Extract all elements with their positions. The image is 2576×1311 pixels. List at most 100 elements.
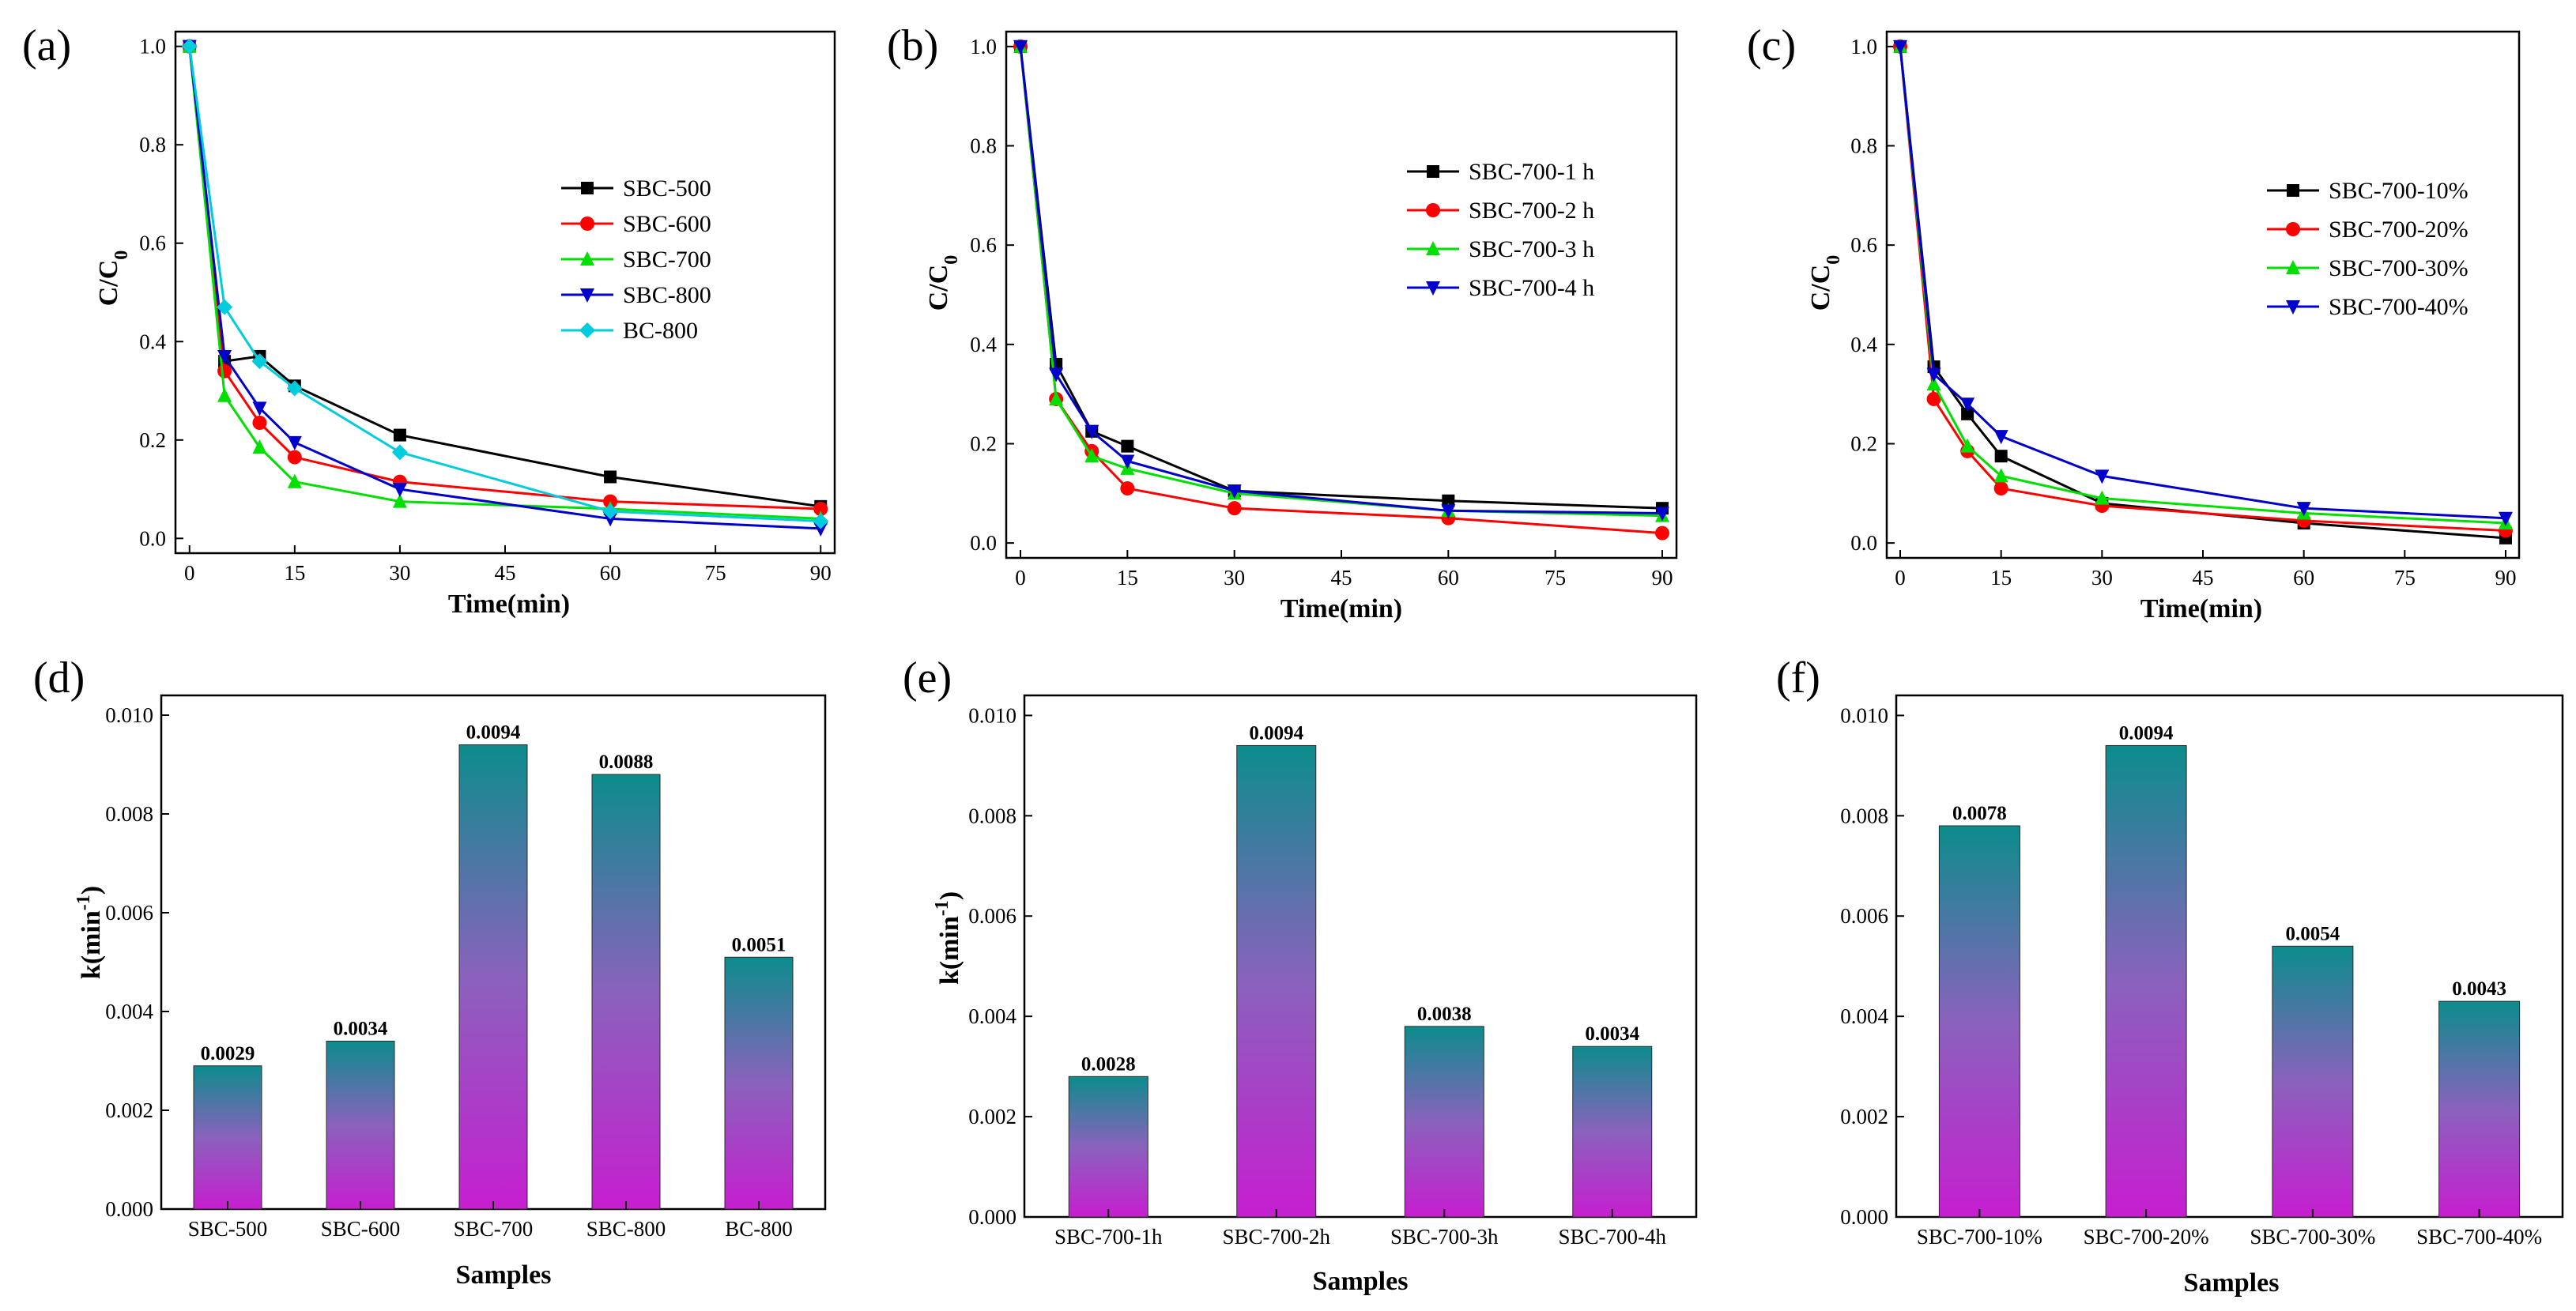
chart-f-bar bbox=[2272, 945, 2354, 1218]
chart-a-ytick-label: 0.4 bbox=[139, 330, 166, 353]
chart-c-legend-marker bbox=[2287, 184, 2299, 197]
chart-b-xtick-label: 45 bbox=[1331, 566, 1352, 590]
chart-b-legend-label: SBC-700-4 h bbox=[1469, 275, 1594, 301]
chart-b-legend-marker bbox=[1427, 165, 1439, 178]
chart-d-xtick-label: BC-800 bbox=[725, 1217, 793, 1241]
chart-b-plot: 0 15 30 45 60 75 90 0.0 0.2 0.4 0.6 0.8 1.0 SBC-700-1… bbox=[970, 30, 1678, 590]
chart-a-xtick-label: 75 bbox=[705, 561, 726, 585]
panel-label-b: (b) bbox=[887, 21, 938, 70]
chart-b-data-point bbox=[1654, 507, 1669, 522]
chart-f-bar bbox=[2438, 1000, 2521, 1218]
chart-c-series-line bbox=[1899, 46, 2506, 525]
panel-label-e: (e) bbox=[903, 654, 952, 703]
panel-label-c: (c) bbox=[1747, 21, 1796, 70]
chart-b-ytick-label: 0.4 bbox=[970, 333, 997, 356]
chart-b-data-point bbox=[1121, 439, 1134, 453]
chart-b-ytick-label: 0.8 bbox=[970, 134, 997, 158]
chart-d-ytick-label: 0.008 bbox=[105, 802, 153, 826]
chart-c-xlabel: Time(min) bbox=[2140, 594, 2262, 623]
chart-e-bar bbox=[1068, 1076, 1148, 1218]
chart-c-ylabel: C/C0 bbox=[1806, 255, 1844, 311]
chart-d-bar bbox=[591, 774, 661, 1210]
chart-a-data-point bbox=[181, 38, 198, 55]
chart-c-data-point bbox=[1993, 430, 2008, 445]
chart-f-ytick-label: 0.004 bbox=[1840, 1004, 1888, 1028]
chart-d-bar bbox=[326, 1041, 395, 1210]
chart-d-ytick-label: 0.000 bbox=[105, 1197, 153, 1221]
chart-a-data-point bbox=[217, 349, 232, 364]
chart-a-xtick-label: 60 bbox=[600, 561, 621, 585]
chart-e-bar bbox=[1236, 744, 1317, 1218]
chart-d-ytick-label: 0.002 bbox=[105, 1098, 153, 1122]
chart-a-data-point bbox=[392, 493, 407, 508]
chart-a-data-point bbox=[217, 299, 233, 315]
chart-d-data-label: 0.0034 bbox=[334, 1019, 388, 1040]
chart-e-xtick-label: SBC-700-1h bbox=[1054, 1225, 1163, 1249]
chart-d-data-label: 0.0088 bbox=[599, 752, 654, 773]
chart-c-xtick-label: 60 bbox=[2293, 566, 2314, 590]
chart-b-ytick-label: 0.6 bbox=[970, 233, 997, 257]
chart-b-xlabel: Time(min) bbox=[1280, 594, 1402, 623]
chart-f-frame bbox=[1895, 694, 2564, 1219]
chart-c-data-point bbox=[2498, 511, 2513, 526]
chart-c-data-point bbox=[1994, 450, 2008, 463]
chart-c-series-line bbox=[1899, 46, 2506, 532]
chart-a-data-point bbox=[813, 513, 829, 529]
chart-c-data-point bbox=[1926, 367, 1941, 382]
chart-b-xtick-label: 90 bbox=[1651, 566, 1673, 590]
chart-f-xtick-label: SBC-700-40% bbox=[2416, 1225, 2542, 1249]
chart-b-data-point bbox=[1441, 504, 1456, 519]
chart-b-ytick-label: 0.2 bbox=[970, 431, 997, 455]
chart-d-data-label: 0.0029 bbox=[201, 1043, 255, 1064]
chart-a-data-point bbox=[287, 450, 302, 465]
chart-e-ytick-label: 0.000 bbox=[968, 1205, 1016, 1229]
chart-b-xtick-label: 15 bbox=[1117, 566, 1138, 590]
chart-a-ylabel: C/C0 bbox=[94, 251, 132, 307]
chart-a-plot: 0 15 30 45 60 75 90 0.0 0.2 0.4 0.6 0.8 1.0 SBC-500 SB… bbox=[139, 30, 836, 585]
chart-c-data-point bbox=[1926, 391, 1941, 406]
chart-c-data-point bbox=[1926, 376, 1941, 391]
chart-a-data-point bbox=[252, 401, 267, 416]
chart-a-ytick-label: 0.2 bbox=[139, 428, 166, 452]
chart-a-data-point bbox=[604, 470, 617, 484]
chart-e-xtick-label: SBC-700-4h bbox=[1558, 1225, 1666, 1249]
chart-a-ytick-label: 0.8 bbox=[139, 133, 166, 156]
chart-a-series-line bbox=[188, 46, 821, 510]
chart-d-xtick-label: SBC-700 bbox=[454, 1217, 534, 1241]
chart-c-data-point bbox=[2095, 490, 2110, 505]
chart-e-data-label: 0.0038 bbox=[1417, 1004, 1472, 1025]
chart-c-legend-label: SBC-700-10% bbox=[2329, 178, 2469, 204]
chart-b-ytick-label: 0.0 bbox=[970, 531, 997, 555]
chart-a-frame bbox=[174, 30, 836, 555]
chart-a-data-point bbox=[217, 387, 232, 402]
chart-a-legend-label: SBC-800 bbox=[623, 282, 711, 308]
chart-d-ytick-label: 0.004 bbox=[105, 1000, 153, 1023]
chart-b-data-point bbox=[1049, 367, 1064, 382]
chart-f-ytick-label: 0.008 bbox=[1840, 804, 1888, 827]
chart-c-ytick-label: 0.0 bbox=[1850, 531, 1877, 555]
chart-a-legend-marker bbox=[580, 251, 594, 266]
chart-a-series-line bbox=[188, 46, 821, 523]
chart-c-data-point bbox=[1961, 407, 1974, 420]
chart-e-ylabel: k(min-1) bbox=[932, 891, 964, 985]
chart-e-ytick-label: 0.010 bbox=[968, 703, 1016, 727]
chart-e-xtick-label: SBC-700-3h bbox=[1390, 1225, 1499, 1249]
chart-b-xtick-label: 30 bbox=[1224, 566, 1245, 590]
chart-c-ytick-label: 0.2 bbox=[1850, 431, 1877, 455]
chart-d-ylabel: k(min-1) bbox=[74, 886, 106, 979]
chart-f-ytick-label: 0.006 bbox=[1840, 904, 1888, 928]
chart-a-legend-marker bbox=[580, 288, 594, 303]
chart-b-data-point bbox=[1227, 484, 1242, 499]
chart-a-data-point bbox=[603, 512, 618, 527]
chart-e-ytick-label: 0.002 bbox=[968, 1105, 1016, 1128]
chart-c-plot: 0 15 30 45 60 75 90 0.0 0.2 0.4 0.6 0.8 1.0 SBC-700-1… bbox=[1850, 30, 2521, 590]
chart-d-bar bbox=[193, 1065, 262, 1210]
chart-f-bar bbox=[2105, 744, 2187, 1218]
chart-c-data-point bbox=[1993, 481, 2008, 496]
chart-a-ytick-label: 1.0 bbox=[139, 35, 166, 58]
chart-c-legend-marker bbox=[2286, 300, 2300, 315]
chart-a-ytick-label: 0.0 bbox=[139, 526, 166, 550]
chart-c-data-point bbox=[1960, 438, 1975, 453]
chart-f-bar bbox=[1938, 825, 2020, 1218]
chart-c-data-point bbox=[2296, 502, 2311, 517]
